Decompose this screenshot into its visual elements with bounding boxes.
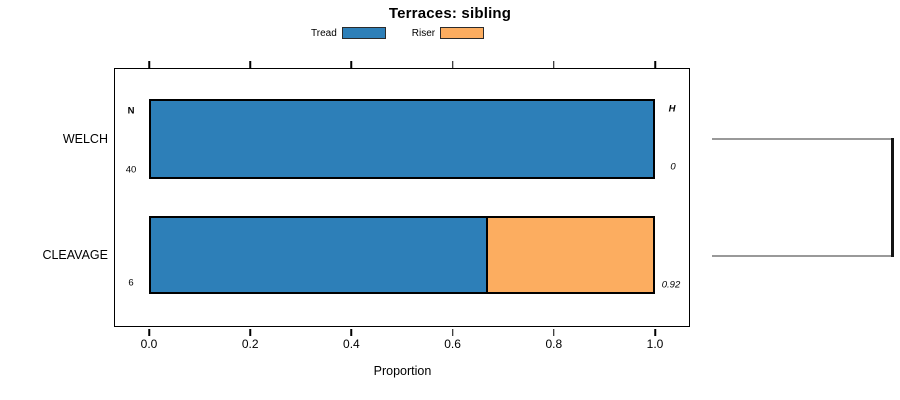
x-axis-ticks-top xyxy=(148,61,656,68)
bar-welch-tread-segment xyxy=(151,101,653,177)
x-axis-tick xyxy=(249,329,251,336)
dendrogram-branch-cleavage xyxy=(712,254,892,257)
x-axis-tick xyxy=(148,61,150,68)
x-axis-tick xyxy=(148,329,150,336)
h-value-welch: 0 xyxy=(670,161,676,173)
x-axis-tick xyxy=(350,329,353,336)
n-column-header: N xyxy=(127,105,135,117)
x-axis-tick xyxy=(553,61,555,68)
legend-label-riser: Riser xyxy=(411,27,436,39)
x-axis-tick-label: 0.8 xyxy=(545,337,563,351)
x-axis-tick-label: 0.4 xyxy=(343,337,360,351)
dendrogram-connector xyxy=(891,138,894,257)
x-axis-tick-label: 0.6 xyxy=(444,337,461,351)
x-axis-tick xyxy=(654,61,656,68)
tread-color-swatch xyxy=(341,27,386,39)
x-axis-tick-label: 1.0 xyxy=(646,337,664,351)
x-axis-tick xyxy=(350,61,353,68)
n-value-welch: 40 xyxy=(125,164,137,176)
legend-label-tread: Tread xyxy=(311,27,337,39)
h-column-header: H xyxy=(668,103,676,115)
dendrogram-branch-welch xyxy=(712,138,892,140)
bar-cleavage-riser-segment xyxy=(485,218,653,292)
legend: Tread Riser xyxy=(311,27,485,39)
n-value-cleavage: 6 xyxy=(128,277,134,289)
bar-cleavage xyxy=(149,216,655,294)
x-axis-tick xyxy=(654,329,656,336)
x-axis-tick-labels: 0.0 0.2 0.4 0.6 0.8 1.0 xyxy=(141,337,664,353)
x-axis-tick xyxy=(553,329,555,336)
bar-cleavage-tread-segment xyxy=(151,218,486,292)
chart-title: Terraces: sibling xyxy=(388,5,512,22)
category-label-cleavage: CLEAVAGE xyxy=(42,248,108,262)
x-axis-label: Proportion xyxy=(373,364,432,378)
riser-color-swatch xyxy=(440,27,485,39)
x-axis-tick-label: 0.2 xyxy=(241,337,259,351)
x-axis-tick xyxy=(249,61,251,68)
bar-welch xyxy=(149,99,655,179)
legend-item-tread: Tread xyxy=(311,27,386,39)
category-label-welch: WELCH xyxy=(62,132,108,146)
legend-item-riser: Riser xyxy=(411,27,485,39)
x-axis-tick xyxy=(451,61,454,68)
x-axis-tick xyxy=(451,329,454,336)
h-value-cleavage: 0.92 xyxy=(661,279,681,291)
x-axis-ticks-bottom xyxy=(148,329,656,336)
x-axis-tick-label: 0.0 xyxy=(140,337,158,351)
